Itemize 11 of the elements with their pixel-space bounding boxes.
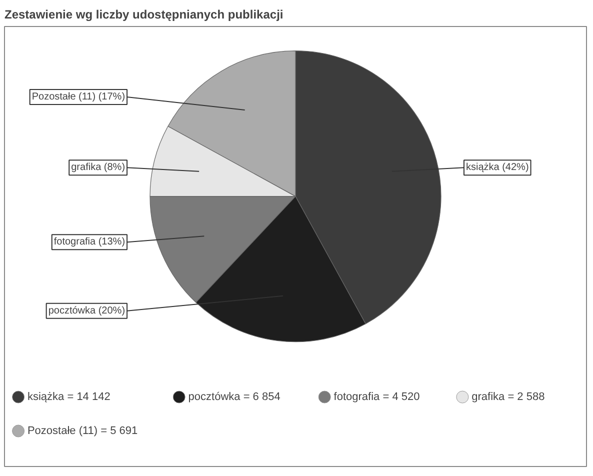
legend-label: pocztówka = 6 854 <box>188 391 280 404</box>
chart-title: Zestawienie wg liczby udostępnianych publikacji <box>4 8 284 22</box>
data-label: grafika (8%) <box>71 162 126 174</box>
data-label: pocztówka (20%) <box>48 305 126 316</box>
legend-label: fotografia = 4 520 <box>334 391 420 404</box>
data-label: Pozostałe (11) (17%) <box>32 91 126 102</box>
legend-label: grafika = 2 588 <box>472 391 545 404</box>
data-label: książka (42%) <box>466 162 529 174</box>
legend-label: Pozostałe (11) = 5 691 <box>27 424 138 437</box>
legend-label: książka = 14 142 <box>27 391 110 404</box>
data-label: fotografia (13%) <box>54 236 126 248</box>
